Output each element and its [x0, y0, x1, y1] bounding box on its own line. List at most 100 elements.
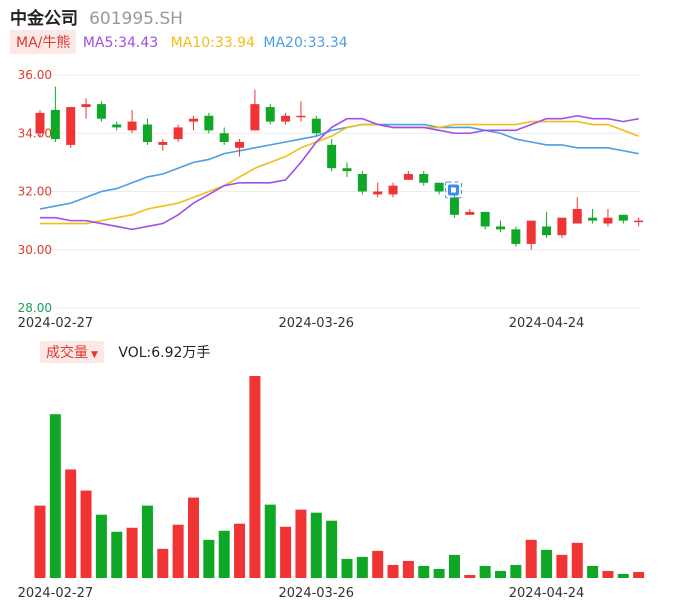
ma10-line [40, 120, 639, 225]
volume-bar-down [95, 514, 107, 578]
volume-bar-down [479, 565, 491, 578]
volume-toggle-label: 成交量 [46, 345, 88, 361]
volume-bar-down [433, 568, 445, 578]
price-tick-label: 30.00 [18, 243, 52, 257]
candle-up [465, 211, 475, 215]
price-grid [34, 74, 640, 309]
candle-down [50, 109, 60, 140]
candle-down [419, 174, 429, 183]
candle-up [281, 115, 291, 122]
stock-header: 中金公司 601995.SH [10, 4, 183, 29]
volume-bar-up [387, 564, 399, 578]
price-axis-labels: 36.00 34.00 32.00 30.00 28.00 [18, 68, 52, 315]
volume-bar-up [280, 526, 292, 578]
volume-bar-down [326, 520, 338, 578]
ma5-label: MA5:34.43 [82, 35, 159, 51]
marker-frame [444, 181, 462, 199]
volume-bar-up [234, 523, 246, 578]
candle-down [96, 104, 106, 119]
candle-down [204, 115, 214, 131]
caret-down-icon: ▼ [91, 350, 98, 360]
volume-date-axis: 2024-02-27 2024-03-26 2024-04-24 [18, 586, 585, 601]
marker-icon-center [450, 187, 456, 193]
candle-up [66, 107, 76, 145]
date-tick-label: 2024-04-24 [509, 316, 585, 331]
volume-legend: 成交量 ▼ VOL:6.92万手 [40, 341, 210, 363]
candle-up [35, 112, 45, 134]
candle-down [618, 214, 628, 221]
volume-toggle-button[interactable]: 成交量 ▼ [40, 341, 104, 363]
volume-bar-down [448, 554, 460, 578]
candle-up [557, 217, 567, 236]
candle-up [158, 141, 168, 145]
candle-down [511, 229, 521, 244]
date-tick-label: 2024-02-27 [18, 586, 94, 601]
candle-up [127, 121, 137, 131]
candle-down [357, 174, 367, 192]
date-tick-label: 2024-03-26 [279, 316, 355, 331]
candle-up [373, 191, 383, 195]
volume-bar-down [218, 530, 230, 578]
ma-lines [39, 114, 639, 231]
volume-bar-up [157, 548, 169, 578]
volume-bar-down [418, 565, 430, 578]
candle-down [112, 124, 122, 128]
volume-bar-down [264, 504, 276, 578]
candle-down [265, 107, 275, 122]
volume-bar-down [541, 549, 553, 578]
volume-bar-up [602, 570, 614, 578]
candle-up [296, 115, 306, 118]
candle-down [449, 197, 459, 215]
candle-up [189, 118, 198, 122]
candle-down [434, 182, 444, 192]
volume-bar-down [356, 556, 368, 578]
price-date-axis: 2024-02-27 2024-03-26 2024-04-24 [18, 316, 585, 331]
volume-bar-up [188, 497, 199, 578]
date-tick-label: 2024-03-26 [279, 586, 355, 601]
volume-bar-up [402, 560, 414, 578]
volume-bar-down [510, 564, 522, 578]
candle-up [634, 220, 644, 223]
candle-up [235, 141, 245, 148]
ma20-line [39, 123, 639, 210]
ma10-label: MA10:33.94 [170, 35, 255, 51]
date-tick-label: 2024-02-27 [18, 316, 94, 331]
candle-down [542, 226, 552, 236]
stock-code: 601995.SH [89, 9, 183, 29]
volume-bar-up [249, 376, 261, 578]
candle-down [142, 124, 152, 142]
volume-bar-up [372, 550, 384, 578]
candle-down [496, 226, 505, 230]
candle-up [173, 127, 183, 140]
ma-toggle-button[interactable]: MA/牛熊 [10, 30, 77, 54]
candle-down [327, 144, 337, 169]
price-tick-label: 34.00 [18, 126, 52, 140]
volume-bar-up [126, 527, 138, 578]
volume-bar-up [556, 554, 568, 578]
volume-bar-down [495, 570, 506, 578]
date-tick-label: 2024-04-24 [509, 586, 585, 601]
volume-bar-down [341, 558, 353, 578]
stock-name: 中金公司 [10, 9, 78, 29]
volume-bar-down [310, 512, 322, 578]
candle-up [388, 185, 398, 195]
volume-bar-down [111, 531, 123, 578]
volume-bar-up [464, 574, 476, 578]
candle-down [311, 118, 321, 134]
event-marker[interactable] [444, 181, 462, 199]
candle-up [81, 104, 91, 108]
volume-bar-up [633, 571, 645, 578]
volume-bar-up [172, 524, 184, 578]
candle-up [603, 217, 613, 224]
volume-bar-up [80, 490, 92, 578]
ma-legend: MA/牛熊 MA5:34.43 MA10:33.94 MA20:33.34 [10, 30, 348, 54]
volume-value: VOL:6.92万手 [118, 345, 211, 361]
volume-bar-up [34, 505, 46, 578]
ma5-line [40, 114, 639, 231]
price-tick-label: 36.00 [18, 68, 52, 82]
volume-bar-up [525, 539, 537, 578]
price-tick-label: 28.00 [18, 301, 52, 315]
ma20-label: MA20:33.34 [263, 35, 348, 51]
candle-down [480, 211, 490, 227]
